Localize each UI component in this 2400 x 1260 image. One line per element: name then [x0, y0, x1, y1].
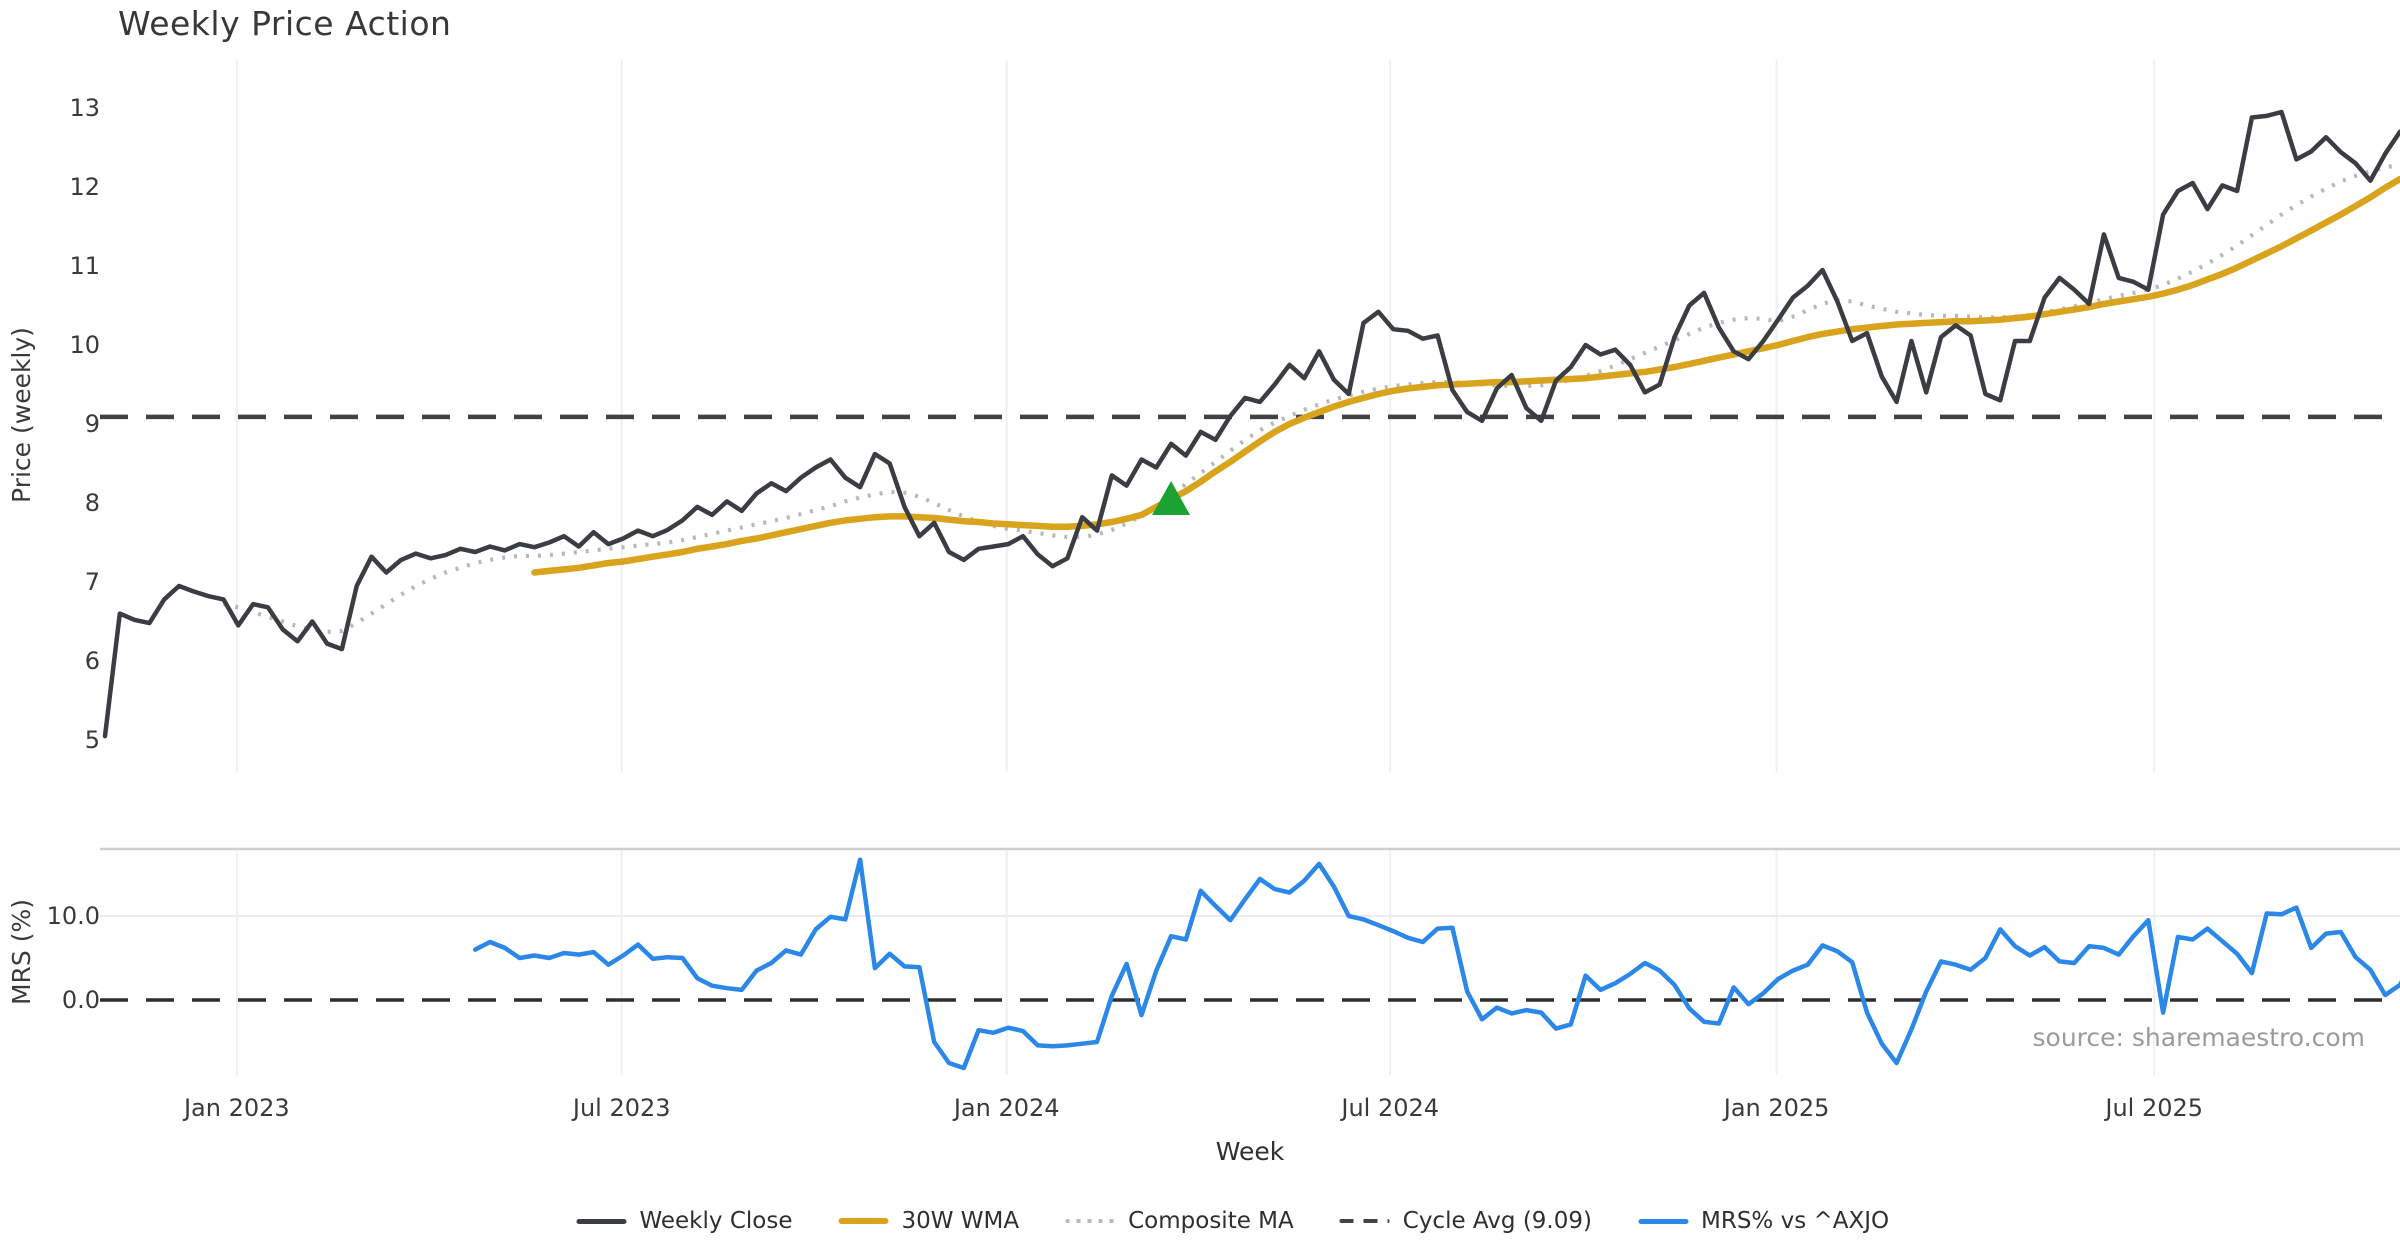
series-lines	[100, 109, 2400, 1071]
legend-label: Weekly Close	[639, 1208, 793, 1234]
legend-label: MRS% vs ^AXJO	[1700, 1208, 1890, 1234]
mrs-y-tick-label: 10.0	[47, 902, 100, 930]
chart-title: Weekly Price Action	[118, 4, 452, 43]
x-tick-label: Jan 2025	[1722, 1094, 1830, 1122]
price-y-tick-label: 9	[85, 410, 100, 438]
gridlines	[100, 60, 2400, 1075]
x-tick-label: Jul 2023	[571, 1094, 671, 1122]
price-y-tick-label: 7	[85, 568, 100, 596]
legend-item: Cycle Avg (9.09)	[1339, 1208, 1592, 1234]
price-y-tick-label: 11	[69, 252, 100, 280]
legend-label: 30W WMA	[901, 1208, 1020, 1234]
mrs-y-tick-label: 0.0	[62, 986, 100, 1014]
x-tick-label: Jul 2024	[1339, 1094, 1439, 1122]
legend-item: Composite MA	[1065, 1208, 1294, 1234]
line-composite-ma	[223, 162, 2400, 634]
buy-signal-triangle-icon	[1152, 481, 1191, 516]
x-axis-label: Week	[1216, 1137, 1285, 1166]
legend-swatch-solid-line-icon	[576, 1218, 627, 1224]
legend-swatch-solid-line-icon	[838, 1218, 889, 1224]
price-y-tick-label: 5	[85, 726, 100, 754]
source-note: source: sharemaestro.com	[2033, 1023, 2366, 1052]
price-y-tick-label: 13	[69, 94, 100, 122]
axis-ticks: Jan 2023 Jul 2023 Jan 2024 Jul 2024 Jan 2025…	[47, 94, 2203, 1122]
legend-label: Composite MA	[1128, 1208, 1294, 1234]
legend: Weekly Close 30W WMA Composite MA Cycle Avg…	[576, 1208, 1889, 1234]
legend-swatch-solid-line-icon	[1637, 1218, 1688, 1224]
mrs-axis-label: MRS (%)	[7, 899, 36, 1005]
price-y-tick-label: 6	[85, 647, 100, 675]
price-axis-label: Price (weekly)	[7, 327, 36, 503]
line-mrs-vs-axjo	[472, 857, 2400, 1071]
legend-item: Weekly Close	[576, 1208, 792, 1234]
legend-item: 30W WMA	[838, 1208, 1019, 1234]
price-y-tick-label: 10	[69, 331, 100, 359]
x-tick-label: Jan 2024	[952, 1094, 1060, 1122]
legend-swatch-dashed-line-icon	[1339, 1219, 1390, 1223]
legend-swatch-dotted-line-icon	[1065, 1219, 1116, 1223]
x-tick-label: Jul 2025	[2103, 1094, 2203, 1122]
line-weekly-close	[102, 109, 2400, 739]
legend-label: Cycle Avg (9.09)	[1402, 1208, 1592, 1234]
x-tick-label: Jan 2023	[182, 1094, 290, 1122]
legend-item: MRS% vs ^AXJO	[1637, 1208, 1890, 1234]
price-y-tick-label: 8	[85, 489, 100, 517]
line-30w-wma	[531, 175, 2400, 576]
price-y-tick-label: 12	[69, 173, 100, 201]
